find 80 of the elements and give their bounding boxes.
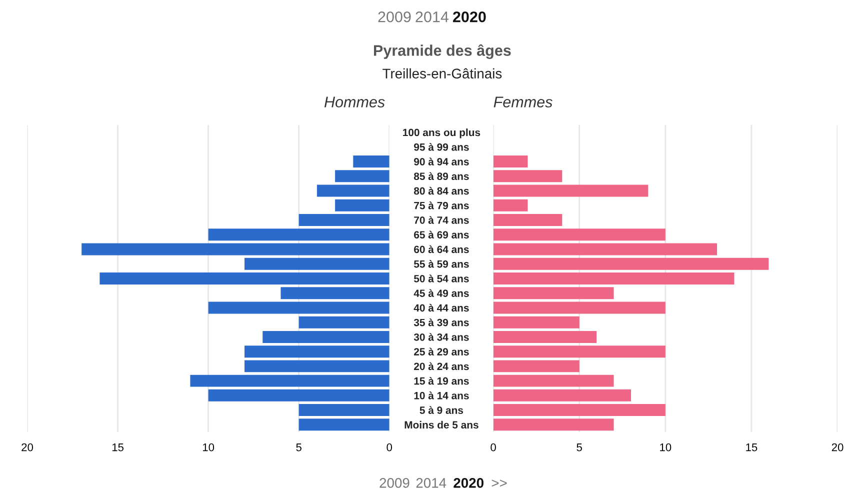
text: Femmes bbox=[494, 96, 552, 108]
bar bbox=[493, 330, 597, 343]
y-tick-label: 25 à 29 ans bbox=[414, 348, 469, 356]
bar bbox=[493, 272, 734, 284]
bar bbox=[493, 184, 648, 197]
y-tick-label: 55 à 59 ans bbox=[414, 260, 469, 268]
bar bbox=[493, 228, 666, 241]
y-tick-label: 100 ans ou plus bbox=[403, 128, 480, 138]
x-tick-label: 0 bbox=[386, 443, 392, 452]
bar bbox=[493, 418, 614, 431]
text: >> bbox=[492, 480, 507, 487]
x-tick-label: 20 bbox=[22, 443, 34, 452]
bar bbox=[493, 258, 769, 270]
y-tick-label: 20 à 24 ans bbox=[414, 362, 469, 370]
y-tick-label: 70 à 74 ans bbox=[414, 216, 469, 224]
text: 2020 bbox=[454, 478, 484, 488]
y-tick-label: 75 à 79 ans bbox=[414, 202, 469, 210]
bar bbox=[493, 243, 718, 256]
bar bbox=[298, 214, 390, 226]
bar bbox=[335, 170, 390, 182]
y-tick-label: 30 à 34 ans bbox=[414, 333, 469, 341]
bar bbox=[208, 228, 390, 241]
y-tick-label: 95 à 99 ans bbox=[414, 143, 469, 151]
y-tick-label: 40 à 44 ans bbox=[414, 304, 469, 312]
bar bbox=[316, 184, 390, 197]
text: Hommes bbox=[324, 96, 385, 108]
y-tick-label: 45 à 49 ans bbox=[414, 289, 469, 297]
bar bbox=[493, 302, 666, 314]
text: 2014 bbox=[416, 11, 449, 22]
bar bbox=[244, 258, 390, 270]
bar bbox=[208, 302, 390, 314]
bar bbox=[493, 360, 580, 372]
bar bbox=[100, 272, 390, 284]
x-tick-label: 15 bbox=[112, 443, 124, 452]
bar bbox=[493, 199, 528, 212]
bar bbox=[493, 346, 666, 358]
text: 2009 bbox=[378, 11, 411, 22]
x-tick-label: 0 bbox=[490, 443, 496, 452]
bar bbox=[244, 360, 390, 372]
bar bbox=[208, 389, 390, 402]
bar bbox=[493, 389, 631, 402]
bar bbox=[82, 243, 390, 256]
bar bbox=[493, 287, 614, 300]
text: 2020 bbox=[452, 11, 486, 22]
text: Treilles-en-Gâtinais bbox=[382, 68, 502, 79]
x-tick-label: 10 bbox=[202, 443, 214, 452]
bar bbox=[190, 374, 390, 387]
text: 2009 bbox=[380, 478, 410, 488]
y-tick-label: 5 à 9 ans bbox=[420, 406, 464, 414]
bar bbox=[353, 156, 390, 168]
y-tick-label: 10 à 14 ans bbox=[414, 392, 469, 400]
text: Pyramide des âges bbox=[374, 44, 511, 59]
y-tick-label: 35 à 39 ans bbox=[414, 318, 469, 326]
bar bbox=[493, 156, 528, 168]
y-tick-label: 85 à 89 ans bbox=[414, 172, 469, 180]
bar bbox=[298, 316, 390, 328]
x-tick-label: 5 bbox=[576, 443, 582, 452]
bar bbox=[335, 199, 390, 212]
bar bbox=[298, 418, 390, 431]
bar bbox=[262, 330, 390, 343]
bar bbox=[493, 170, 562, 182]
bar bbox=[298, 404, 390, 416]
x-tick-label: 10 bbox=[660, 443, 672, 452]
bar bbox=[493, 404, 666, 416]
bar bbox=[493, 374, 614, 387]
y-tick-label: 15 à 19 ans bbox=[414, 376, 469, 385]
y-tick-label: 60 à 64 ans bbox=[414, 245, 469, 254]
x-tick-label: 15 bbox=[746, 443, 758, 452]
y-tick-label: 80 à 84 ans bbox=[414, 186, 469, 195]
x-tick-label: 20 bbox=[832, 443, 844, 452]
y-tick-label: 90 à 94 ans bbox=[414, 158, 469, 166]
y-tick-label: Moins de 5 ans bbox=[404, 420, 478, 429]
y-tick-label: 65 à 69 ans bbox=[414, 230, 469, 238]
text: 2014 bbox=[416, 478, 446, 488]
y-tick-label: 50 à 54 ans bbox=[414, 274, 469, 282]
bar bbox=[493, 214, 562, 226]
bar bbox=[280, 287, 390, 300]
bar bbox=[493, 316, 580, 328]
bar bbox=[244, 346, 390, 358]
x-tick-label: 5 bbox=[296, 443, 302, 452]
